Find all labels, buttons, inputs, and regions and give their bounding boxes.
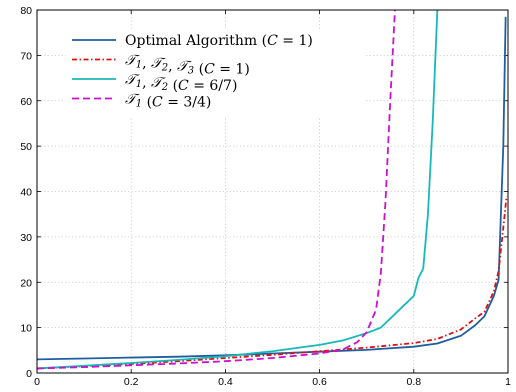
x-tick-label: 0.4 [218, 376, 233, 388]
series-line-2 [37, 195, 508, 370]
x-tick-label: 1 [505, 376, 511, 388]
y-tick-label: 60 [20, 96, 32, 108]
legend-label-4: 𝒯1 (C = 3/4) [125, 92, 211, 111]
x-tick-label: 0 [34, 376, 40, 388]
series-layer [37, 10, 508, 370]
legend-box [66, 30, 366, 118]
x-tick-label: 0.8 [406, 376, 421, 388]
y-tick-label: 40 [20, 187, 32, 199]
series-line-3 [37, 10, 439, 370]
x-tick-label: 0.2 [124, 376, 139, 388]
plot-frame [36, 9, 509, 374]
legend-label-2: 𝒯1, 𝒯2, 𝒯3 (C = 1) [125, 53, 250, 78]
legend: Optimal Algorithm (C = 1) 𝒯1, 𝒯2, 𝒯3 (C =… [66, 30, 366, 118]
y-tick-label: 70 [20, 50, 32, 62]
grid-lines [37, 10, 508, 373]
legend-label-1: Optimal Algorithm (C = 1) [125, 33, 313, 49]
y-tick-label: 20 [20, 277, 32, 289]
x-tick-label: 0.6 [312, 376, 327, 388]
legend-label-3: 𝒯1, 𝒯2 (C = 6/7) [125, 72, 237, 94]
series-line-4 [37, 10, 396, 370]
y-tick-label: 30 [20, 232, 32, 244]
y-tick-label: 0 [26, 368, 32, 380]
series-line-1 [37, 16, 507, 361]
y-tick-label: 50 [20, 141, 32, 153]
y-tick-label: 10 [20, 323, 32, 335]
y-tick-label: 80 [20, 5, 32, 17]
